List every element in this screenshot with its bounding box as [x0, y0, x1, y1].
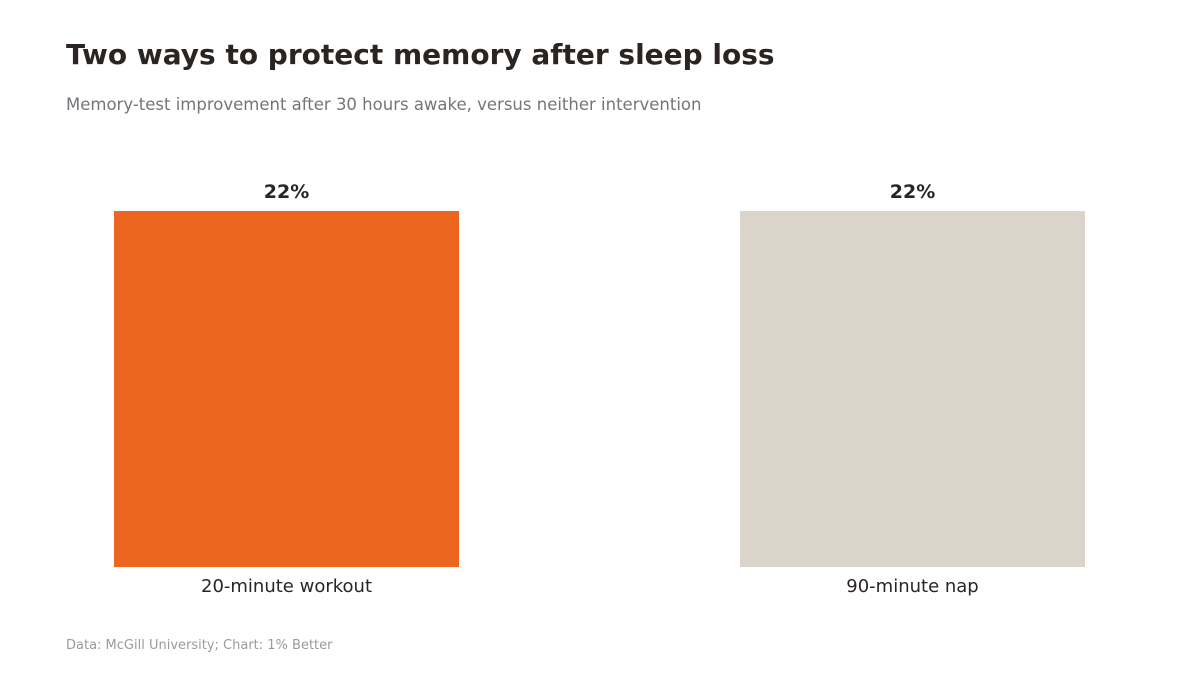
chart-subtitle: Memory-test improvement after 30 hours a…: [66, 95, 702, 114]
bar-2: [740, 211, 1085, 567]
chart-title: Two ways to protect memory after sleep l…: [66, 38, 775, 71]
source-note: Data: McGill University; Chart: 1% Bette…: [66, 638, 333, 653]
value-label-1: 22%: [264, 181, 309, 203]
category-label-2: 90-minute nap: [846, 576, 978, 597]
bar-1: [114, 211, 459, 567]
value-label-2: 22%: [890, 181, 935, 203]
category-label-1: 20-minute workout: [201, 576, 372, 597]
